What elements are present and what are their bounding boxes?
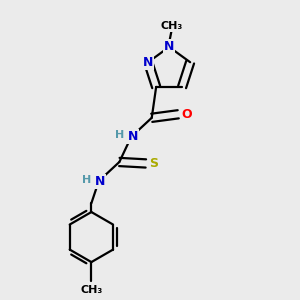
- Text: O: O: [181, 108, 192, 121]
- Text: H: H: [82, 175, 92, 184]
- Text: S: S: [150, 157, 159, 170]
- Text: N: N: [128, 130, 138, 143]
- Text: N: N: [143, 56, 153, 69]
- Text: CH₃: CH₃: [161, 21, 183, 31]
- Text: H: H: [115, 130, 124, 140]
- Text: N: N: [95, 175, 105, 188]
- Text: N: N: [164, 40, 174, 53]
- Text: CH₃: CH₃: [80, 285, 103, 295]
